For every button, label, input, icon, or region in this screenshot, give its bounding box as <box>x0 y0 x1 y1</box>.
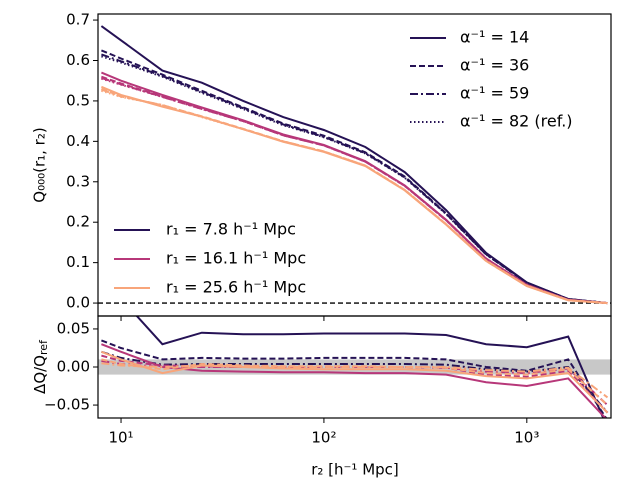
legend-label: α⁻¹ = 14 <box>460 28 529 47</box>
legend-label: r₁ = 16.1 h⁻¹ Mpc <box>166 249 306 268</box>
y-tick-label: 0.3 <box>66 172 90 190</box>
series-line <box>101 71 608 305</box>
series-line <box>101 76 608 305</box>
x-axis-label: r₂ [h⁻¹ Mpc] <box>311 461 399 479</box>
y-tick-label: 0.0 <box>66 294 90 312</box>
y-tick-label: 0.2 <box>66 213 90 231</box>
y-tick-label: 0.4 <box>66 132 90 150</box>
x-tick-label: 10³ <box>514 429 539 447</box>
series-line <box>101 343 607 418</box>
plot-area <box>98 25 611 305</box>
series-line <box>135 316 605 418</box>
series-line <box>101 55 608 305</box>
y-tick-label: −0.05 <box>44 396 90 414</box>
legend-label: r₁ = 7.8 h⁻¹ Mpc <box>166 220 296 239</box>
y-tick-label: 0.00 <box>57 358 90 376</box>
y-axis-label-sub: ref <box>37 339 50 355</box>
series-line <box>101 350 609 414</box>
series-line <box>101 362 609 399</box>
series-line <box>101 49 608 305</box>
x-tick-label: 10¹ <box>108 429 133 447</box>
legend-label: α⁻¹ = 36 <box>460 56 529 75</box>
legend-label: r₁ = 25.6 h⁻¹ Mpc <box>166 278 306 297</box>
y-tick-label: 0.05 <box>57 319 90 337</box>
series-line <box>101 339 608 418</box>
y-axis-label: Q₀₀₀(r₁, r₂) <box>31 127 49 202</box>
y-tick-label: 0.5 <box>66 91 90 109</box>
series-line <box>101 89 608 305</box>
y-tick-label: 0.7 <box>66 11 90 29</box>
axes-frame <box>97 13 612 317</box>
legend-label: α⁻¹ = 59 <box>460 84 529 103</box>
plot-area <box>98 316 611 418</box>
y-tick-label: 0.6 <box>66 51 90 69</box>
y-axis-label-main: ΔQ/Q <box>31 355 49 394</box>
x-tick-label: 10² <box>311 429 336 447</box>
y-axis-label: ΔQ/Qref <box>31 339 51 394</box>
legend-label: α⁻¹ = 82 (ref.) <box>460 112 573 131</box>
y-tick-label: 0.1 <box>66 253 90 271</box>
